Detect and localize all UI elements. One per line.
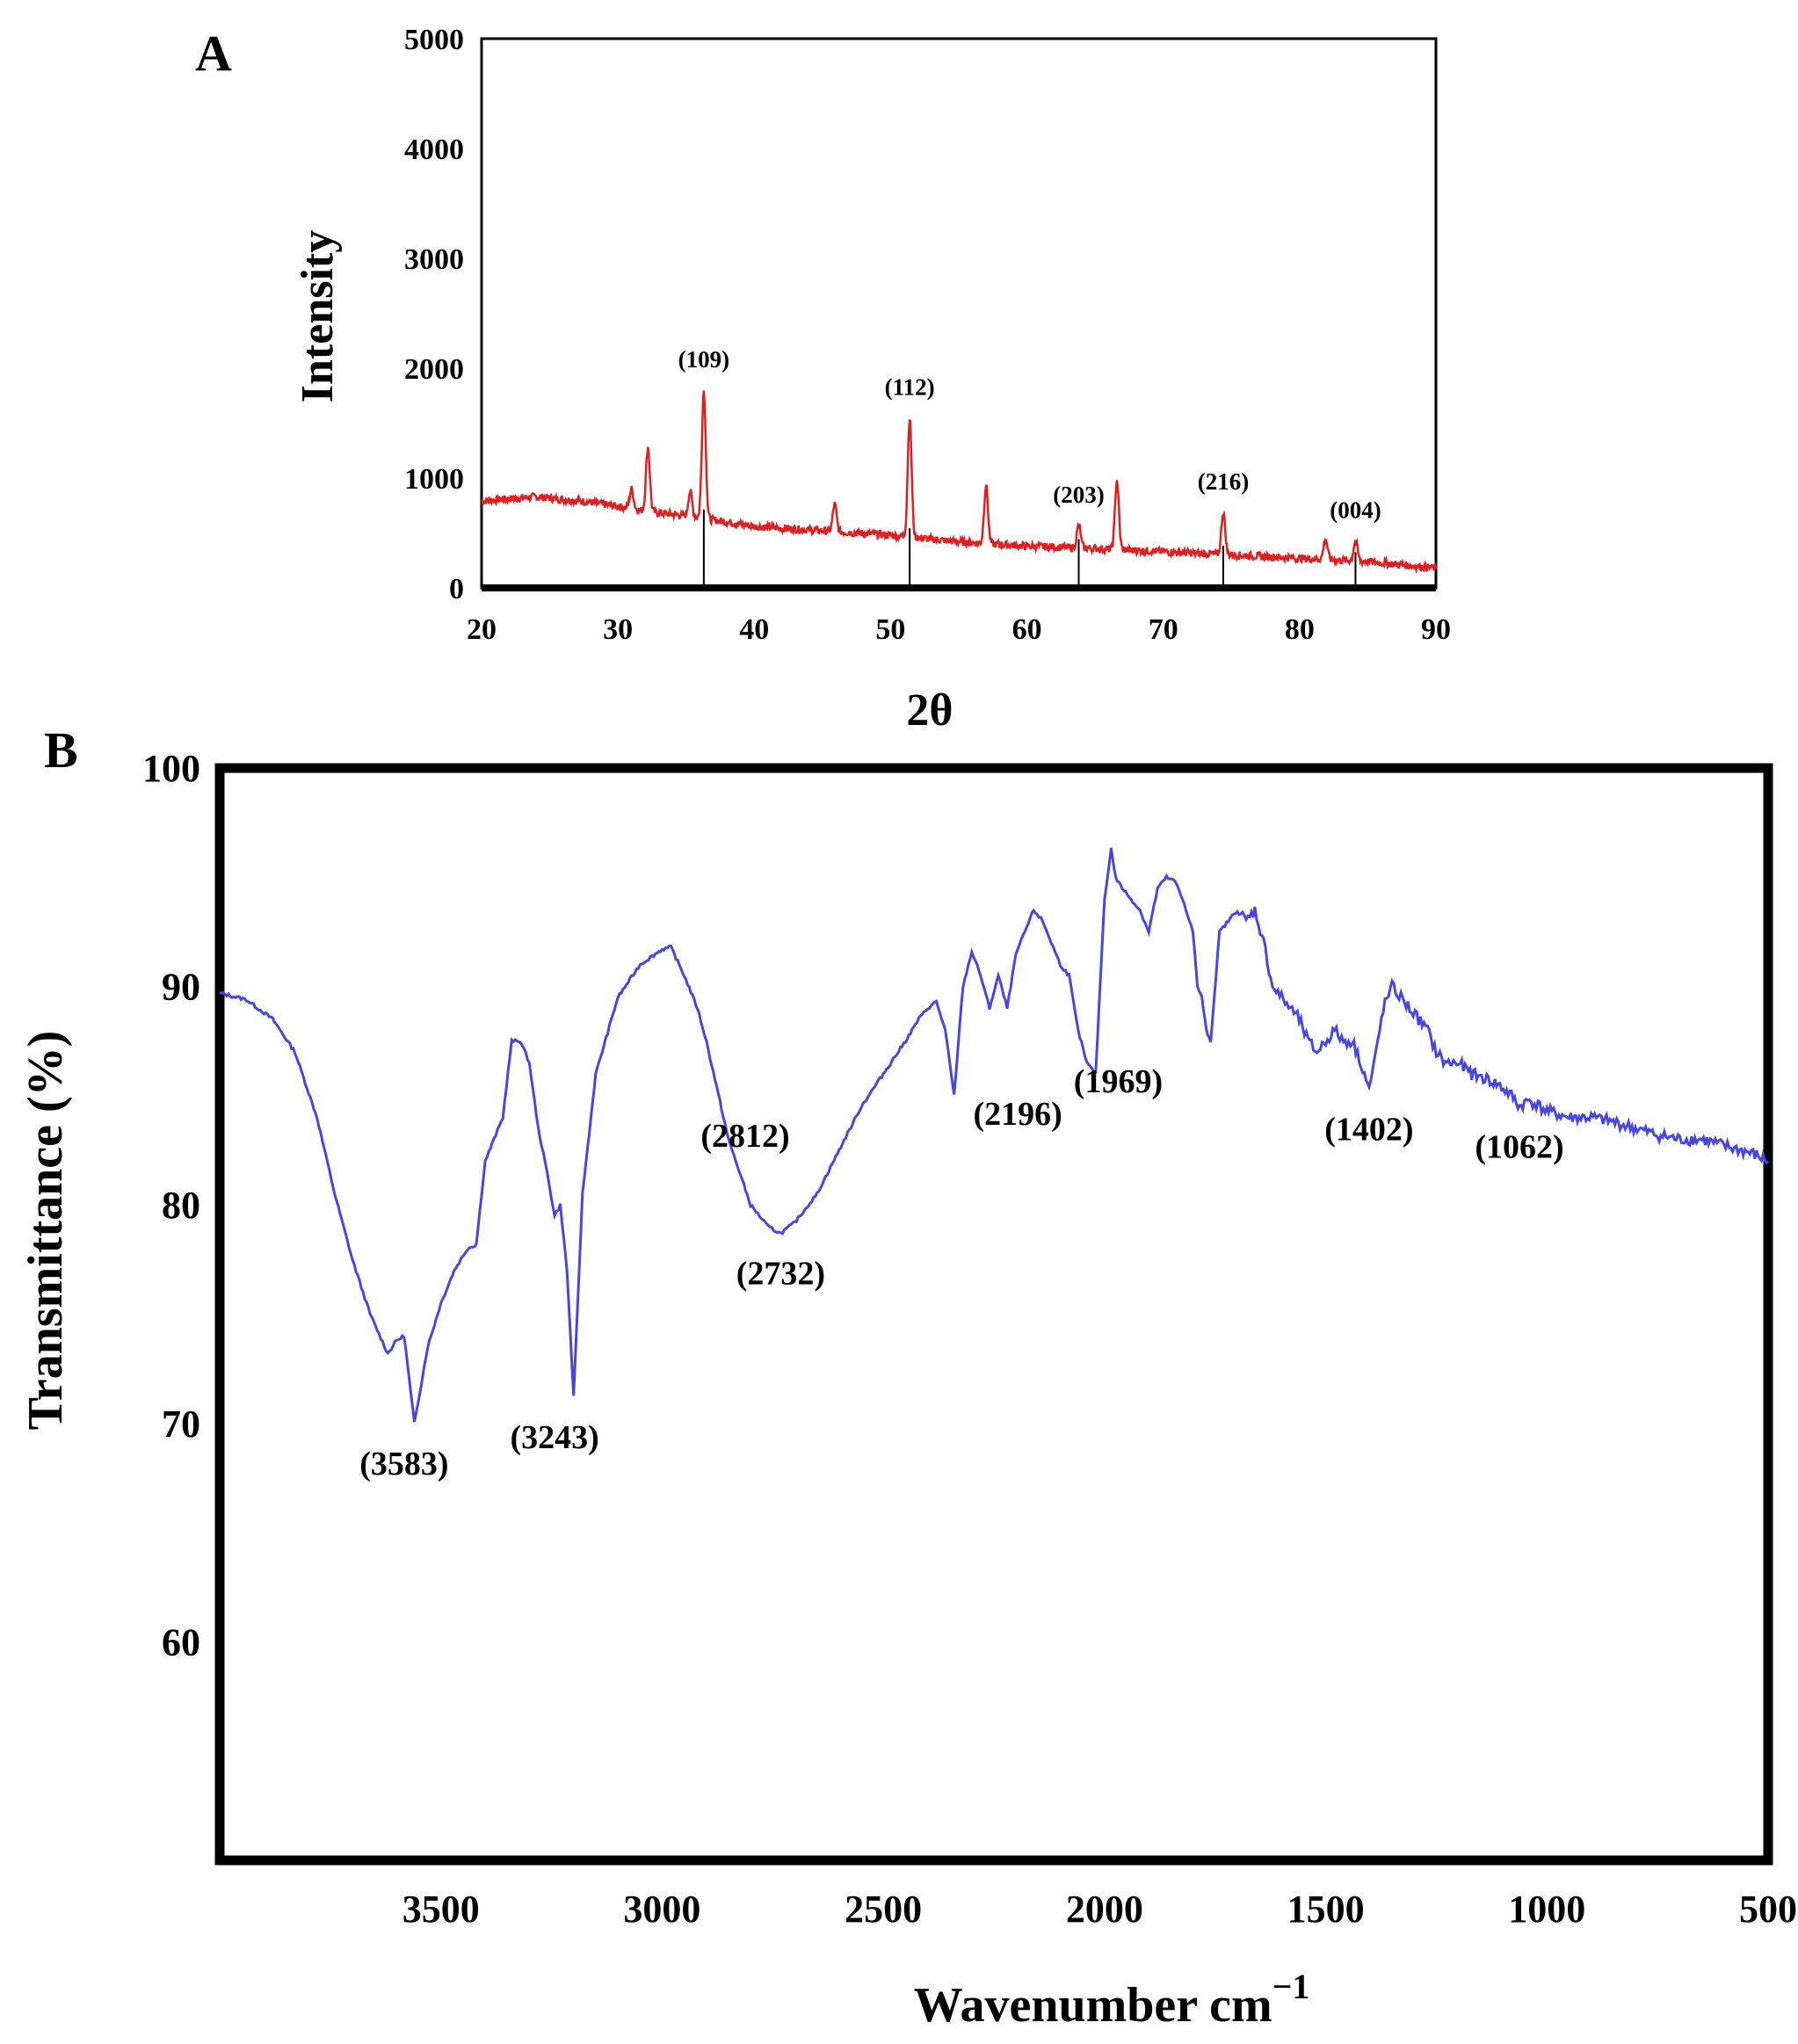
panel-a-plot-frame bbox=[480, 37, 1438, 590]
panel-a-x-tick-label: 40 bbox=[739, 613, 769, 646]
panel-a-y-tick-label: 1000 bbox=[404, 463, 464, 496]
panel-a-y-tick-label: 2000 bbox=[404, 353, 464, 386]
panel-b-x-tick-label: 1500 bbox=[1287, 1888, 1365, 1931]
panel-a: A 0 1000 2000 3000 4000 5000 20 30 40 50 60 70 80 90… bbox=[195, 24, 1451, 736]
panel-a-y-ticks: 0 1000 2000 3000 4000 5000 bbox=[404, 24, 464, 605]
panel-b-y-axis-label: Transmittance (%) bbox=[18, 1031, 73, 1431]
panel-b-y-tick-label: 60 bbox=[162, 1620, 200, 1663]
panel-b-peak-annotation: (2732) bbox=[736, 1256, 825, 1293]
panel-b-peak-annotation: (1402) bbox=[1324, 1111, 1413, 1148]
panel-a-x-tick-label: 20 bbox=[467, 613, 497, 646]
panel-a-peak-label: (004) bbox=[1330, 497, 1381, 523]
panel-a-x-ticks: 20 30 40 50 60 70 80 90 bbox=[467, 613, 1451, 646]
panel-b-peak-annotation: (3583) bbox=[359, 1446, 448, 1482]
panel-a-xrd-pattern-line bbox=[481, 390, 1438, 575]
panel-a-peak-label: (203) bbox=[1053, 482, 1104, 508]
panel-b-y-ticks: 60 70 80 90 100 bbox=[142, 747, 200, 1663]
panel-b-x-axis-label-superscript: −1 bbox=[1272, 1967, 1310, 2006]
panel-b-y-tick-label: 100 bbox=[142, 747, 200, 790]
panel-b-x-tick-label: 2000 bbox=[1066, 1888, 1143, 1931]
panel-a-y-tick-label: 0 bbox=[449, 573, 464, 605]
panel-b-peak-annotation: (3243) bbox=[510, 1419, 598, 1456]
panel-a-x-tick-label: 30 bbox=[603, 613, 633, 646]
panel-b-x-axis-label-text: Wavenumber cm bbox=[914, 1978, 1272, 2033]
panel-a-y-tick-label: 3000 bbox=[404, 243, 464, 276]
panel-b-peak-annotations: (3583) (3243) (2732) (2812) (2196) (1969) (140… bbox=[359, 1063, 1563, 1482]
panel-b-x-axis-label: Wavenumber cm−1 bbox=[914, 1967, 1310, 2033]
panel-b-letter: B bbox=[44, 721, 78, 779]
panel-a-peak-label: (112) bbox=[885, 373, 935, 400]
panel-a-x-tick-label: 50 bbox=[875, 613, 905, 646]
panel-a-x-tick-label: 70 bbox=[1149, 613, 1178, 646]
panel-b-peak-annotation: (1969) bbox=[1074, 1063, 1163, 1100]
panel-b-x-tick-label: 2500 bbox=[845, 1888, 922, 1931]
panel-b-x-tick-label: 3000 bbox=[623, 1888, 700, 1931]
panel-a-reference-sticks bbox=[702, 509, 1357, 588]
panel-b-plot-frame bbox=[214, 763, 1773, 1866]
panel-b-x-ticks: 3500 3000 2500 2000 1500 1000 500 bbox=[402, 1888, 1797, 1931]
panel-a-peak-label: (109) bbox=[678, 346, 729, 373]
panel-b-y-tick-label: 80 bbox=[162, 1184, 200, 1227]
panel-a-x-tick-label: 60 bbox=[1012, 613, 1042, 646]
panel-a-x-tick-label: 90 bbox=[1421, 613, 1451, 646]
panel-a-y-tick-label: 5000 bbox=[404, 24, 464, 56]
panel-b-peak-annotation: (1062) bbox=[1475, 1128, 1563, 1165]
panel-b-ftir-spectrum-line bbox=[219, 847, 1769, 1423]
panel-b-peak-annotation: (2812) bbox=[700, 1118, 789, 1155]
panel-a-x-axis-label: 2θ bbox=[906, 685, 953, 736]
panel-a-y-axis-label: Intensity bbox=[293, 230, 343, 402]
panel-b-peak-annotation: (2196) bbox=[974, 1096, 1062, 1133]
panel-a-letter: A bbox=[195, 25, 232, 82]
panel-b-x-tick-label: 1000 bbox=[1508, 1888, 1585, 1931]
panel-b-y-tick-label: 70 bbox=[162, 1403, 200, 1446]
panel-b: B 60 70 80 90 100 3500 3000 2500 2000 1500 1000 50… bbox=[18, 721, 1797, 2033]
panel-b-x-tick-label: 500 bbox=[1739, 1888, 1797, 1931]
panel-a-x-tick-label: 80 bbox=[1285, 613, 1315, 646]
panel-a-peak-labels: (109) (112) (203) (216) (004) bbox=[678, 346, 1381, 523]
panel-b-y-tick-label: 90 bbox=[162, 966, 200, 1009]
panel-b-x-tick-label: 3500 bbox=[402, 1888, 480, 1931]
panel-a-y-tick-label: 4000 bbox=[404, 134, 464, 166]
panel-a-peak-label: (216) bbox=[1198, 468, 1249, 495]
